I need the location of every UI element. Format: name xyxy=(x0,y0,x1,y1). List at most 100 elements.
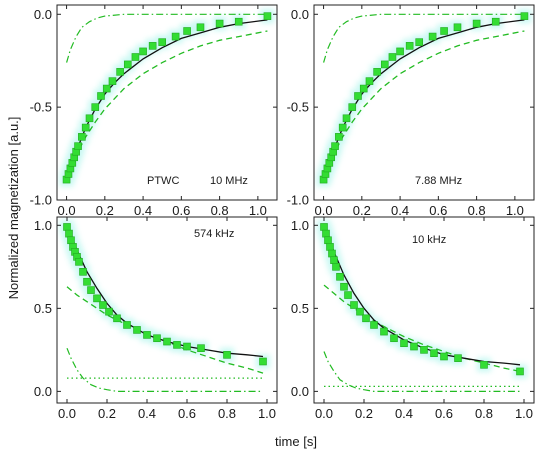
x-axis-title: time [s] xyxy=(275,434,317,449)
data-point xyxy=(65,229,73,238)
data-point xyxy=(370,321,378,329)
y-tick-label: 0.5 xyxy=(291,301,309,316)
x-tick-label: 0.6 xyxy=(178,406,196,421)
data-point xyxy=(234,17,243,26)
data-point xyxy=(116,68,124,76)
y-tick-label: 0.0 xyxy=(291,7,309,22)
data-point xyxy=(196,23,205,32)
x-tick-label: 0.2 xyxy=(353,203,371,218)
data-point xyxy=(97,92,105,100)
x-tick-label: 0.2 xyxy=(98,406,116,421)
series-fit xyxy=(323,225,521,366)
data-point xyxy=(330,256,338,264)
data-point xyxy=(520,12,529,20)
data-point xyxy=(344,291,352,299)
panel-annotation: 7.88 MHz xyxy=(415,175,462,187)
y-tick-label: -0.5 xyxy=(287,100,309,115)
data-point xyxy=(123,60,132,69)
series-component-dashed xyxy=(66,30,268,177)
y-tick-label: 0.0 xyxy=(34,7,52,22)
data-point xyxy=(390,334,398,343)
plot-area xyxy=(317,219,527,392)
x-tick-label: 0.0 xyxy=(315,203,333,218)
data-point xyxy=(480,361,488,369)
data-point xyxy=(78,133,86,141)
y-tick-label: 1.0 xyxy=(34,218,52,233)
axes-frame xyxy=(313,4,535,201)
panel-top-left: 0.0 0.2 0.4 0.6 0.8 1.0 -1.0 -0.5 0.0 PTWC 10 MHz xyxy=(30,4,278,218)
y-tick-label: 1.0 xyxy=(291,218,309,233)
data-point xyxy=(396,47,404,56)
data-point xyxy=(183,27,191,35)
data-point xyxy=(322,229,330,238)
data-point xyxy=(173,341,181,349)
data-point xyxy=(362,314,370,323)
series-component-dashed xyxy=(323,284,521,373)
data-point xyxy=(410,342,418,351)
data-point xyxy=(373,68,381,76)
axes-frame xyxy=(56,4,278,201)
data-point xyxy=(348,103,357,111)
data-point xyxy=(259,357,267,366)
panel-bottom-left: 0.0 0.2 0.4 0.6 0.8 1.0 0.0 0.5 1.0 574 kHz xyxy=(34,216,278,421)
data-point xyxy=(215,19,224,28)
panel-bottom-right: 0.0 0.2 0.4 0.6 0.8 1.0 0.0 0.5 1.0 10 kHz xyxy=(291,216,535,421)
series-component-dashdot xyxy=(323,351,520,392)
data-point xyxy=(335,133,343,141)
data-point xyxy=(183,342,191,351)
data-point xyxy=(405,42,414,50)
series-component-dashed xyxy=(323,30,525,177)
panel-annotation: PTWC xyxy=(147,175,179,187)
data-point xyxy=(93,294,101,303)
data-point xyxy=(336,272,344,281)
data-point xyxy=(163,337,171,346)
data-point xyxy=(430,349,438,357)
data-point xyxy=(81,123,90,132)
x-tick-label: 0.4 xyxy=(138,406,156,421)
data-point xyxy=(85,114,94,123)
data-point xyxy=(148,42,157,50)
data-point xyxy=(131,53,140,61)
x-tick-label: 1.0 xyxy=(506,203,524,218)
data-point xyxy=(338,123,347,132)
data-point xyxy=(102,84,111,93)
data-point xyxy=(108,77,117,85)
data-point xyxy=(113,314,121,323)
data-point xyxy=(153,334,161,343)
data-point xyxy=(63,223,71,231)
data-point xyxy=(328,249,336,258)
data-point xyxy=(83,277,91,286)
x-tick-label: 0.4 xyxy=(395,406,413,421)
x-tick-label: 1.0 xyxy=(249,203,267,218)
y-tick-label: -1.0 xyxy=(287,193,309,208)
data-point xyxy=(223,351,231,359)
x-tick-label: 0.8 xyxy=(475,406,493,421)
x-tick-label: 0.6 xyxy=(172,203,190,218)
data-point xyxy=(453,23,462,32)
x-tick-label: 0.0 xyxy=(58,203,76,218)
data-point xyxy=(350,301,358,309)
x-tick-label: 0.6 xyxy=(429,203,447,218)
axes-frame xyxy=(313,216,535,404)
data-point xyxy=(75,258,83,266)
panel-annotation: 10 kHz xyxy=(412,234,446,246)
data-point xyxy=(331,142,339,150)
y-tick-label: -1.0 xyxy=(30,193,52,208)
x-tick-label: 0.6 xyxy=(435,406,453,421)
x-tick-label: 0.2 xyxy=(96,203,114,218)
data-point xyxy=(420,346,428,354)
x-tick-label: 0.2 xyxy=(355,406,373,421)
marker-highlight xyxy=(316,9,532,187)
data-point xyxy=(171,32,180,41)
data-point xyxy=(380,60,389,69)
data-point xyxy=(359,84,368,93)
data-point xyxy=(74,142,82,150)
data-point xyxy=(123,321,131,329)
marker-highlight xyxy=(59,9,275,187)
x-tick-label: 0.8 xyxy=(211,203,229,218)
data-point xyxy=(440,352,448,361)
plot-area xyxy=(316,9,532,187)
x-tick-label: 0.0 xyxy=(58,406,76,421)
y-tick-label: -0.5 xyxy=(30,100,52,115)
